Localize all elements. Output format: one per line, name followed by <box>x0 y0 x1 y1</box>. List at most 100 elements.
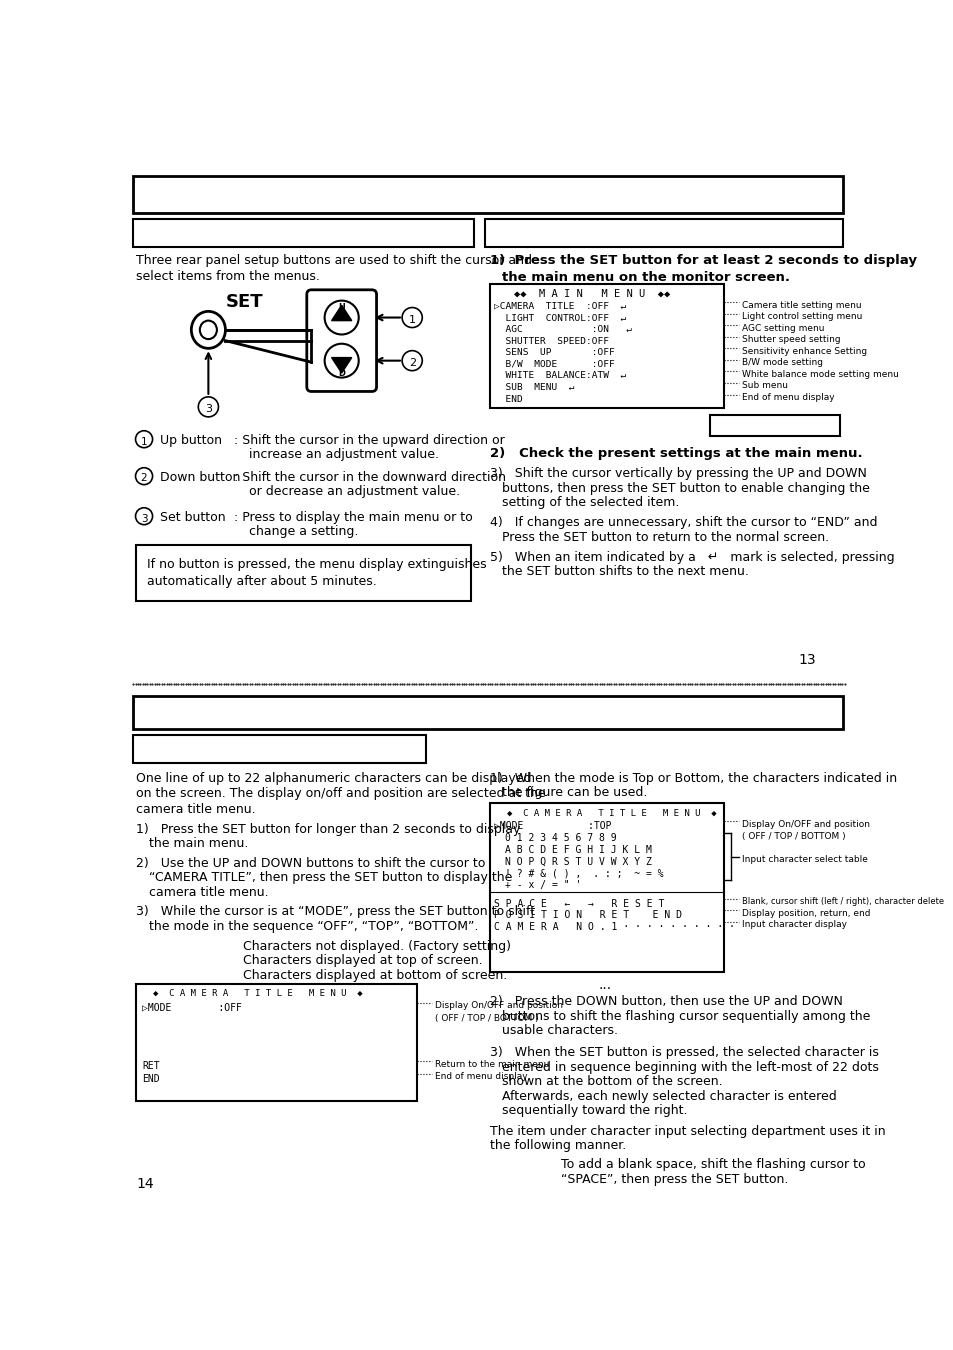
Text: ( OFF / TOP / BOTTOM ): ( OFF / TOP / BOTTOM ) <box>740 832 844 841</box>
Text: sequentially toward the right.: sequentially toward the right. <box>501 1104 687 1118</box>
Text: WHITE  BALANCE:ATW  ↵: WHITE BALANCE:ATW ↵ <box>494 371 626 381</box>
Text: 3)   While the cursor is at “MODE”, press the SET button to shift: 3) While the cursor is at “MODE”, press … <box>136 904 535 918</box>
Text: setting of the selected item.: setting of the selected item. <box>501 497 679 509</box>
Text: ...: ... <box>598 979 611 992</box>
Text: : Shift the cursor in the downward direction: : Shift the cursor in the downward direc… <box>233 471 505 483</box>
Bar <box>133 176 842 213</box>
Text: 4)   If changes are unnecessary, shift the cursor to “END” and: 4) If changes are unnecessary, shift the… <box>489 516 876 529</box>
Text: Characters not displayed. (Factory setting): Characters not displayed. (Factory setti… <box>243 940 511 953</box>
Text: the following manner.: the following manner. <box>489 1139 625 1152</box>
Text: increase an adjustment value.: increase an adjustment value. <box>249 448 439 462</box>
Text: Display On/OFF and position: Display On/OFF and position <box>740 819 869 829</box>
Text: ▷MODE           :TOP: ▷MODE :TOP <box>494 821 611 832</box>
Text: END: END <box>494 394 522 404</box>
Text: Sensitivity enhance Setting: Sensitivity enhance Setting <box>740 347 865 356</box>
Text: on the screen. The display on/off and position are selected at the: on the screen. The display on/off and po… <box>136 787 545 801</box>
Text: 2: 2 <box>141 474 147 483</box>
Text: : Press to display the main menu or to: : Press to display the main menu or to <box>233 510 472 524</box>
Text: B/W mode setting: B/W mode setting <box>740 358 821 367</box>
Text: To add a blank space, shift the flashing cursor to: To add a blank space, shift the flashing… <box>560 1158 864 1172</box>
Text: 1)   Press the SET button for longer than 2 seconds to display: 1) Press the SET button for longer than … <box>136 822 520 836</box>
Text: SENS  UP       :OFF: SENS UP :OFF <box>494 348 615 358</box>
Bar <box>133 695 842 729</box>
Text: ▷MODE        :OFF: ▷MODE :OFF <box>142 1003 242 1012</box>
Text: 2: 2 <box>408 358 416 369</box>
Text: The item under character input selecting department uses it in: The item under character input selecting… <box>489 1125 884 1138</box>
Text: Three rear panel setup buttons are used to shift the cursor and: Three rear panel setup buttons are used … <box>136 254 532 267</box>
Text: Display position, return, end: Display position, return, end <box>740 909 869 918</box>
Text: 1)  Press the SET button for at least 2 seconds to display: 1) Press the SET button for at least 2 s… <box>489 254 916 267</box>
Polygon shape <box>332 305 352 320</box>
Text: A B C D E F G H I J K L M: A B C D E F G H I J K L M <box>505 845 652 855</box>
Text: U: U <box>338 302 345 312</box>
Bar <box>136 545 471 601</box>
Text: One line of up to 22 alphanumeric characters can be displayed: One line of up to 22 alphanumeric charac… <box>136 772 531 784</box>
Bar <box>489 284 723 409</box>
Text: entered in sequence beginning with the left-most of 22 dots: entered in sequence beginning with the l… <box>501 1061 878 1073</box>
Text: buttons to shift the flashing cursor sequentially among the: buttons to shift the flashing cursor seq… <box>501 1010 869 1023</box>
Text: “CAMERA TITLE”, then press the SET button to display the: “CAMERA TITLE”, then press the SET butto… <box>149 871 512 884</box>
Text: Sub menu: Sub menu <box>740 382 787 390</box>
Text: Return to the main menu: Return to the main menu <box>435 1060 549 1069</box>
Text: buttons, then press the SET button to enable changing the: buttons, then press the SET button to en… <box>501 482 869 494</box>
Bar <box>133 734 426 763</box>
Text: Shutter speed setting: Shutter speed setting <box>740 335 840 344</box>
Text: 13: 13 <box>798 653 815 667</box>
Text: 0 1 2 3 4 5 6 7 8 9: 0 1 2 3 4 5 6 7 8 9 <box>505 833 617 844</box>
Text: N O P Q R S T U V W X Y Z: N O P Q R S T U V W X Y Z <box>505 856 652 867</box>
Text: ▷CAMERA  TITLE  :OFF  ↵: ▷CAMERA TITLE :OFF ↵ <box>494 302 626 311</box>
Text: AGC            :ON   ↵: AGC :ON ↵ <box>494 325 632 335</box>
Text: 2)   Press the DOWN button, then use the UP and DOWN: 2) Press the DOWN button, then use the U… <box>489 995 841 1008</box>
Text: 3: 3 <box>141 513 147 524</box>
Text: 14: 14 <box>136 1177 153 1191</box>
Text: usable characters.: usable characters. <box>501 1025 618 1037</box>
Bar <box>484 219 842 247</box>
Text: “SPACE”, then press the SET button.: “SPACE”, then press the SET button. <box>560 1173 787 1187</box>
Text: automatically after about 5 minutes.: automatically after about 5 minutes. <box>147 575 376 587</box>
Text: ◆  C A M E R A   T I T L E   M E N U  ◆: ◆ C A M E R A T I T L E M E N U ◆ <box>153 990 362 998</box>
Bar <box>133 219 474 247</box>
Text: S P A C E   ←   →   R E S E T: S P A C E ← → R E S E T <box>494 899 664 909</box>
Text: camera title menu.: camera title menu. <box>136 803 255 815</box>
Text: Up button: Up button <box>159 433 221 447</box>
Polygon shape <box>332 358 352 373</box>
Text: the main menu on the monitor screen.: the main menu on the monitor screen. <box>501 271 789 285</box>
Text: LIGHT  CONTROL:OFF  ↵: LIGHT CONTROL:OFF ↵ <box>494 313 626 323</box>
Text: Afterwards, each newly selected character is entered: Afterwards, each newly selected characte… <box>501 1089 836 1103</box>
Text: Down button: Down button <box>159 471 239 483</box>
Text: change a setting.: change a setting. <box>249 525 358 539</box>
Text: B/W  MODE      :OFF: B/W MODE :OFF <box>494 360 615 369</box>
Text: END: END <box>142 1073 160 1084</box>
Text: SUB  MENU  ↵: SUB MENU ↵ <box>494 383 575 392</box>
Text: SHUTTER  SPEED:OFF: SHUTTER SPEED:OFF <box>494 336 609 346</box>
Text: select items from the menus.: select items from the menus. <box>136 270 320 282</box>
Text: End of menu display: End of menu display <box>435 1072 528 1081</box>
Text: Characters displayed at bottom of screen.: Characters displayed at bottom of screen… <box>243 969 507 981</box>
Text: Characters displayed at top of screen.: Characters displayed at top of screen. <box>243 954 482 968</box>
Text: 1: 1 <box>141 436 147 447</box>
Text: ! ? # & ( ) ,  . : ;  ~ = %: ! ? # & ( ) , . : ; ~ = % <box>505 868 663 878</box>
Text: Light control setting menu: Light control setting menu <box>740 312 862 321</box>
Text: If no button is pressed, the menu display extinguishes: If no button is pressed, the menu displa… <box>147 558 486 571</box>
Bar <box>136 984 416 1102</box>
Text: Set button: Set button <box>159 510 225 524</box>
Text: the SET button shifts to the next menu.: the SET button shifts to the next menu. <box>501 566 748 579</box>
Bar <box>709 414 840 436</box>
Text: 1: 1 <box>408 315 416 325</box>
Text: End of menu display: End of menu display <box>740 393 833 402</box>
Bar <box>489 803 723 972</box>
Text: D: D <box>338 369 345 378</box>
Text: ◆◆  M A I N   M E N U  ◆◆: ◆◆ M A I N M E N U ◆◆ <box>514 289 670 300</box>
Text: shown at the bottom of the screen.: shown at the bottom of the screen. <box>501 1075 722 1088</box>
Text: ( OFF / TOP / BOTTOM ): ( OFF / TOP / BOTTOM ) <box>435 1014 538 1022</box>
Text: Press the SET button to return to the normal screen.: Press the SET button to return to the no… <box>501 531 828 544</box>
Text: P O S I T I O N   R E T    E N D: P O S I T I O N R E T E N D <box>494 910 681 921</box>
Text: Camera title setting menu: Camera title setting menu <box>740 301 861 309</box>
Text: the mode in the sequence “OFF”, “TOP”, “BOTTOM”.: the mode in the sequence “OFF”, “TOP”, “… <box>149 919 477 933</box>
Text: RET: RET <box>142 1061 160 1072</box>
Text: Input character select table: Input character select table <box>740 855 866 864</box>
Text: the main menu.: the main menu. <box>149 837 248 850</box>
Text: or decrease an adjustment value.: or decrease an adjustment value. <box>249 486 460 498</box>
Text: camera title menu.: camera title menu. <box>149 886 268 899</box>
Text: + - x / = " ': + - x / = " ' <box>505 880 581 890</box>
